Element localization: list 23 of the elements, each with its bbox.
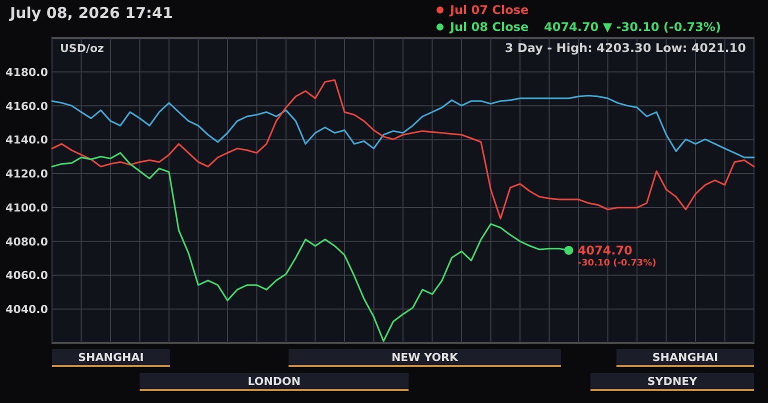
annotation: 4074.70	[578, 243, 632, 258]
text: NEW YORK	[391, 351, 459, 364]
y-tick-label: 4080.0	[6, 235, 48, 248]
y-tick-label: 4120.0	[6, 168, 48, 181]
y-tick-label: 4100.0	[6, 201, 48, 214]
text: SHANGHAI	[652, 351, 718, 364]
line-series	[51, 79, 755, 220]
y-tick-label: 4060.0	[6, 269, 48, 282]
y-tick-label: 4140.0	[6, 134, 48, 147]
legend-label: Jul 08 Close	[449, 20, 529, 34]
annotation: -30.10 (-0.73%)	[578, 258, 656, 268]
annotation: 3 Day - High: 4203.30 Low: 4021.10	[504, 41, 746, 55]
text: SYDNEY	[647, 375, 698, 388]
text: 4074.70 ▼ -30.10 (-0.73%)	[544, 20, 721, 34]
text: LONDON	[248, 375, 301, 388]
y-tick-label: 4180.0	[6, 66, 48, 79]
y-tick-label: 4160.0	[6, 100, 48, 113]
y-axis-title: USD/oz	[60, 42, 104, 55]
chart-title: July 08, 2026 17:41	[9, 4, 173, 22]
y-tick-label: 4040.0	[6, 303, 48, 316]
line-series	[51, 94, 755, 158]
legend-label: Jul 07 Close	[449, 3, 529, 17]
text: SHANGHAI	[78, 351, 144, 364]
